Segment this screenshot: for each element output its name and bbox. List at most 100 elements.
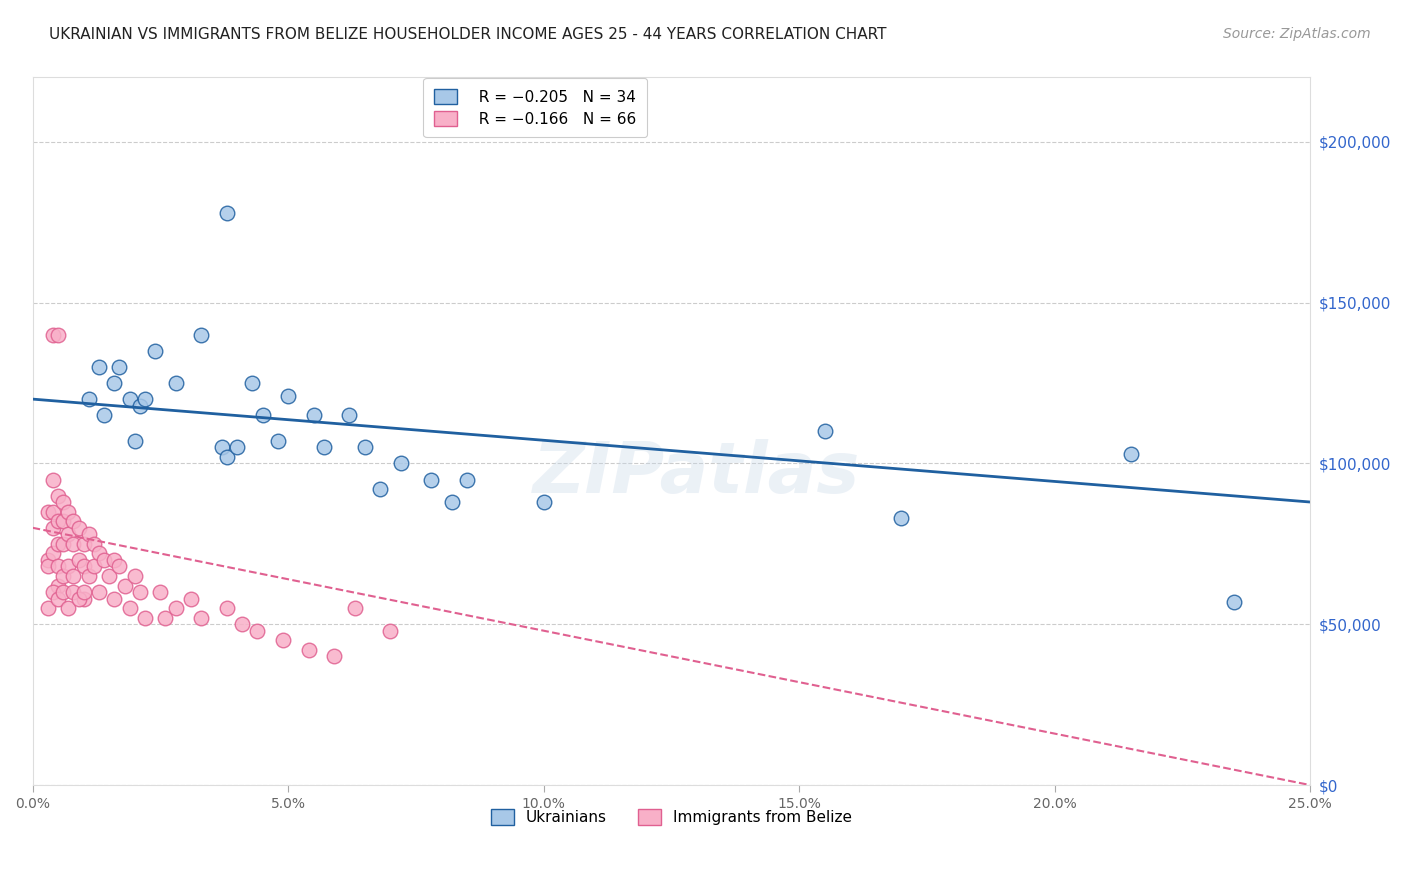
Point (267, 434, 290, 448)
Point (67, 553, 90, 567)
Point (108, 559, 131, 574)
Point (134, 611, 156, 625)
Point (103, 553, 125, 567)
Point (380, 624, 402, 638)
Point (118, 601, 141, 615)
Point (67, 591, 90, 606)
Point (246, 624, 269, 638)
Point (226, 441, 249, 455)
Point (77, 527, 100, 541)
Point (1222, 595, 1244, 609)
Point (271, 633, 294, 648)
Point (108, 359, 131, 374)
Point (180, 591, 202, 606)
Point (211, 441, 233, 455)
Point (46, 514, 69, 528)
Point (93, 408, 115, 422)
Point (134, 392, 156, 406)
Point (87, 585, 110, 599)
Point (42, 505, 65, 519)
Point (62, 537, 84, 551)
Point (46, 579, 69, 593)
Point (1121, 447, 1143, 461)
Point (98, 569, 121, 583)
Point (46, 489, 69, 503)
Point (533, 495, 555, 509)
Point (124, 569, 146, 583)
Point (46, 327, 69, 342)
Point (37, 553, 59, 567)
Point (149, 585, 172, 599)
Point (343, 601, 366, 615)
Point (72, 537, 94, 551)
Point (302, 408, 325, 422)
Point (72, 559, 94, 574)
Point (231, 617, 253, 632)
Point (215, 450, 238, 464)
Point (890, 511, 912, 525)
Point (190, 611, 212, 625)
Text: Source: ZipAtlas.com: Source: ZipAtlas.com (1223, 27, 1371, 41)
Point (103, 376, 125, 390)
Point (42, 327, 65, 342)
Point (58, 527, 80, 541)
Point (37, 601, 59, 615)
Point (368, 482, 391, 496)
Point (52, 495, 75, 509)
Point (143, 343, 166, 358)
Point (46, 537, 69, 551)
Point (440, 495, 463, 509)
Point (46, 591, 69, 606)
Point (67, 521, 90, 535)
Point (215, 205, 238, 219)
Point (190, 327, 212, 342)
Point (77, 569, 100, 583)
Point (124, 434, 146, 448)
Point (118, 392, 141, 406)
Point (62, 585, 84, 599)
Point (87, 547, 110, 561)
Text: ZIPatlas: ZIPatlas (533, 439, 860, 508)
Point (312, 441, 335, 455)
Point (62, 514, 84, 528)
Point (420, 473, 443, 487)
Point (814, 424, 837, 438)
Point (389, 457, 412, 471)
Point (58, 559, 80, 574)
Point (37, 505, 59, 519)
Point (353, 441, 375, 455)
Point (128, 585, 150, 599)
Point (58, 505, 80, 519)
Point (87, 359, 110, 374)
Point (52, 514, 75, 528)
Point (114, 579, 136, 593)
Point (165, 601, 187, 615)
Point (46, 559, 69, 574)
Point (77, 392, 100, 406)
Point (72, 585, 94, 599)
Point (128, 399, 150, 413)
Point (42, 547, 65, 561)
Point (72, 591, 94, 606)
Point (339, 408, 361, 422)
Point (37, 559, 59, 574)
Legend: Ukrainians, Immigrants from Belize: Ukrainians, Immigrants from Belize (482, 800, 860, 834)
Point (62, 569, 84, 583)
Point (58, 601, 80, 615)
Point (252, 408, 274, 422)
Point (42, 585, 65, 599)
Point (83, 559, 105, 574)
Point (215, 601, 238, 615)
Point (52, 585, 75, 599)
Point (297, 643, 319, 657)
Point (103, 591, 125, 606)
Point (42, 521, 65, 535)
Point (42, 473, 65, 487)
Point (83, 537, 105, 551)
Point (323, 649, 346, 664)
Point (93, 553, 115, 567)
Point (165, 376, 187, 390)
Point (155, 611, 177, 625)
Point (52, 569, 75, 583)
Point (240, 376, 263, 390)
